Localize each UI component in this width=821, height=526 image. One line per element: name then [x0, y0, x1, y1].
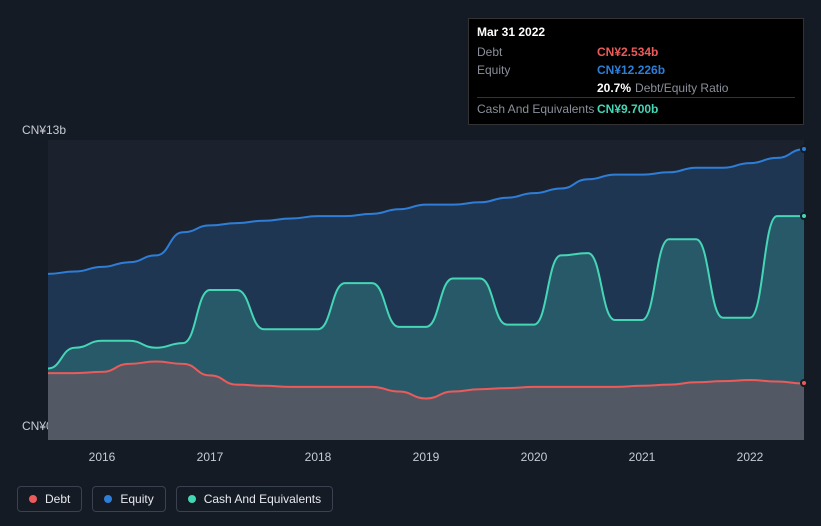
series-end-marker-equity — [800, 145, 808, 153]
legend-dot-equity — [104, 495, 112, 503]
tooltip-row-label: Equity — [477, 61, 597, 79]
x-axis-tick-label: 2019 — [413, 450, 440, 464]
x-axis-tick-label: 2022 — [737, 450, 764, 464]
legend-item-debt[interactable]: Debt — [17, 486, 82, 512]
legend-label-equity: Equity — [120, 492, 153, 506]
chart-plot-area[interactable] — [48, 140, 804, 440]
tooltip-row-value: CN¥12.226b — [597, 61, 795, 79]
x-axis-tick-label: 2017 — [197, 450, 224, 464]
x-axis-tick-label: 2016 — [89, 450, 116, 464]
chart-svg — [48, 140, 804, 440]
legend-item-equity[interactable]: Equity — [92, 486, 165, 512]
legend-dot-debt — [29, 495, 37, 503]
x-axis-tick-label: 2020 — [521, 450, 548, 464]
legend-dot-cash — [188, 495, 196, 503]
y-axis-max-label: CN¥13b — [22, 123, 66, 137]
tooltip-row-value: 20.7%Debt/Equity Ratio — [597, 79, 795, 98]
chart-tooltip: Mar 31 2022 DebtCN¥2.534bEquityCN¥12.226… — [468, 18, 804, 125]
tooltip-row-label: Cash And Equivalents — [477, 98, 597, 119]
series-end-marker-debt — [800, 379, 808, 387]
tooltip-row-value: CN¥2.534b — [597, 43, 795, 61]
financial-chart: Mar 31 2022 DebtCN¥2.534bEquityCN¥12.226… — [0, 0, 821, 526]
legend-item-cash[interactable]: Cash And Equivalents — [176, 486, 333, 512]
tooltip-table: DebtCN¥2.534bEquityCN¥12.226b20.7%Debt/E… — [477, 43, 795, 118]
tooltip-row-label: Debt — [477, 43, 597, 61]
tooltip-row-value: CN¥9.700b — [597, 98, 795, 119]
legend-label-cash: Cash And Equivalents — [204, 492, 321, 506]
tooltip-date: Mar 31 2022 — [477, 25, 795, 43]
legend-label-debt: Debt — [45, 492, 70, 506]
chart-legend: Debt Equity Cash And Equivalents — [17, 486, 333, 512]
tooltip-row-label — [477, 79, 597, 98]
x-axis-tick-label: 2018 — [305, 450, 332, 464]
x-axis-tick-label: 2021 — [629, 450, 656, 464]
series-end-marker-cash — [800, 212, 808, 220]
